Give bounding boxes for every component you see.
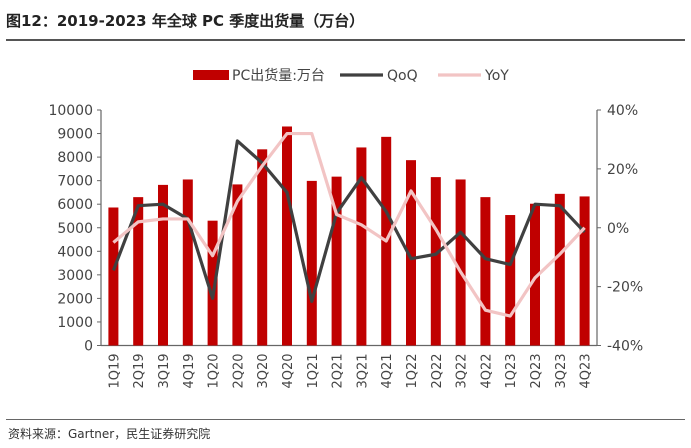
line-qoq <box>111 139 586 303</box>
x-axis-tick-label: 2Q21 <box>331 354 346 389</box>
legend-swatch-bar <box>193 70 229 80</box>
left-axis-tick-label: 3000 <box>57 268 93 284</box>
legend-label-bar: PC出货量:万台 <box>232 67 325 84</box>
bar-3Q22 <box>455 179 466 346</box>
right-axis-tick-label: 20% <box>607 162 638 178</box>
bar-4Q22 <box>480 197 491 346</box>
x-axis-tick-label: 4Q21 <box>380 354 395 389</box>
bar-3Q19 <box>158 184 168 346</box>
left-axis-tick-label: 7000 <box>57 174 93 190</box>
left-axis-tick-label: 1000 <box>57 315 93 331</box>
x-axis-tick-label: 3Q20 <box>256 354 271 389</box>
bar-3Q20 <box>257 149 268 346</box>
x-axis-tick-label: 1Q22 <box>405 354 420 389</box>
figure-title: 图12：2019-2023 年全球 PC 季度出货量（万台） <box>6 12 365 30</box>
x-axis-tick-label: 1Q20 <box>207 354 222 389</box>
x-axis-tick-label: 4Q20 <box>281 354 296 389</box>
bar-4Q23 <box>579 196 590 346</box>
left-axis-tick-label: 0 <box>84 339 93 355</box>
bar-2Q20 <box>232 184 243 346</box>
x-axis-tick-label: 1Q19 <box>107 354 122 389</box>
x-axis-tick-label: 3Q21 <box>355 354 370 389</box>
legend-label-qoq: QoQ <box>387 68 418 84</box>
left-axis-tick-label: 6000 <box>57 197 93 213</box>
x-axis-tick-label: 2Q19 <box>132 354 147 389</box>
x-axis-tick-label: 4Q22 <box>479 354 494 389</box>
right-axis-tick-label: -20% <box>607 280 643 296</box>
bar-2Q22 <box>430 177 441 346</box>
bar-3Q23 <box>554 193 565 346</box>
legend-label-yoy: YoY <box>484 68 509 84</box>
left-axis-tick-label: 8000 <box>57 150 93 166</box>
bar-1Q19 <box>108 207 119 346</box>
title-divider <box>6 39 685 41</box>
right-axis-tick-label: 0% <box>607 221 629 237</box>
bar-1Q23 <box>505 215 516 346</box>
x-axis-tick-label: 2Q20 <box>231 354 246 389</box>
source-divider <box>6 419 685 420</box>
left-axis-tick-label: 2000 <box>57 291 93 307</box>
bar-1Q21 <box>306 180 317 346</box>
x-axis-tick-label: 1Q21 <box>306 354 321 389</box>
source-note: 资料来源：Gartner，民生证券研究院 <box>8 427 211 441</box>
bar-4Q19 <box>182 179 193 346</box>
x-axis-tick-label: 3Q23 <box>554 354 569 389</box>
bar-4Q20 <box>282 126 292 346</box>
bar-3Q21 <box>356 147 367 346</box>
right-axis-tick-label: 40% <box>607 103 638 119</box>
bar-1Q20 <box>207 220 218 346</box>
bar-1Q22 <box>406 160 416 346</box>
left-axis-tick-label: 4000 <box>57 244 93 260</box>
x-axis-tick-label: 2Q23 <box>529 354 544 389</box>
bar-2Q19 <box>133 197 144 346</box>
right-axis-tick-label: -40% <box>607 339 643 355</box>
x-axis-tick-label: 4Q23 <box>579 354 594 389</box>
left-axis-tick-label: 5000 <box>57 221 93 237</box>
x-axis-tick-label: 2Q22 <box>430 354 445 389</box>
x-axis-tick-label: 3Q22 <box>455 354 470 389</box>
line-yoy <box>112 131 586 318</box>
bar-2Q21 <box>331 176 342 346</box>
bar-2Q23 <box>530 203 540 346</box>
left-axis-tick-label: 9000 <box>57 127 93 143</box>
x-axis-tick-label: 3Q19 <box>157 354 172 389</box>
left-axis-tick-label: 10000 <box>48 103 93 119</box>
x-axis-tick-label: 4Q19 <box>182 354 197 389</box>
x-axis-tick-label: 1Q23 <box>504 354 519 389</box>
